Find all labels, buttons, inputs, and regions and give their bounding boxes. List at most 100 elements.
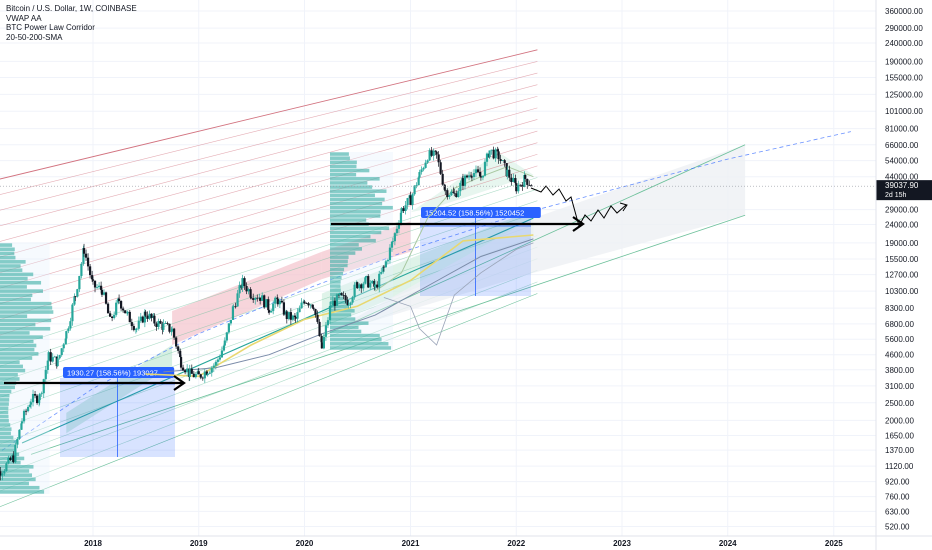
candle-body-289	[504, 160, 506, 163]
candle-body-195	[336, 294, 338, 305]
y-tick-label-21: 4600.00	[885, 351, 914, 360]
volume-profile-2-bin-21	[330, 239, 376, 243]
volume-profile-2-bin-32	[330, 284, 341, 288]
candle-body-199	[342, 295, 344, 296]
candle-body-302	[526, 179, 528, 185]
candle-body-282	[491, 150, 493, 151]
candle-body-212	[365, 276, 367, 277]
legend-indicator-powerlaw[interactable]: BTC Power Law Corridor	[6, 23, 137, 33]
candle-body-233	[402, 208, 404, 211]
volume-profile-2-bin-26	[330, 260, 348, 264]
candle-body-49	[74, 296, 76, 297]
candle-body-64	[101, 290, 103, 295]
candle-body-148	[252, 298, 254, 300]
volume-profile-2-bin-30	[330, 276, 342, 280]
candle-body-188	[323, 337, 325, 349]
y-tick-label-3: 240000.00	[885, 39, 923, 48]
volume-profile-2-bin-40	[330, 317, 355, 321]
volume-profile-1-bg	[0, 243, 50, 494]
candle-body-100	[166, 323, 168, 324]
price-badge-value: 39037.90	[885, 181, 919, 190]
candle-body-235	[407, 198, 409, 205]
candle-body-62	[98, 286, 100, 287]
volume-profile-1-bin-21	[0, 331, 30, 335]
candle-body-81	[133, 326, 135, 330]
candle-body-25	[32, 394, 34, 402]
y-tick-label-28: 1120.00	[885, 462, 914, 471]
candle-body-200	[345, 295, 347, 300]
legend-indicator-sma[interactable]: 20-50-200-SMA	[6, 33, 137, 43]
candle-body-243	[420, 169, 422, 172]
y-tick-label-30: 760.00	[885, 493, 910, 502]
candle-body-203	[349, 303, 351, 305]
candle-body-193	[332, 301, 334, 306]
volume-profile-2-bin-27	[330, 264, 348, 268]
volume-profile-1-bin-34	[0, 386, 15, 390]
candle-body-156	[267, 299, 269, 310]
candle-body-303	[528, 185, 530, 186]
candle-body-262	[455, 193, 457, 197]
y-tick-label-7: 101000.00	[885, 107, 923, 116]
x-tick-label-7: 2025	[825, 539, 843, 548]
volume-profile-1-bin-57	[0, 482, 29, 486]
candle-body-245	[424, 163, 426, 168]
candle-body-51	[78, 276, 80, 289]
candle-body-160	[274, 298, 276, 304]
volume-profile-2-bin-31	[330, 280, 341, 284]
y-tick-label-22: 3800.00	[885, 366, 914, 375]
candle-body-24	[30, 402, 32, 404]
volume-profile-1-bin-1	[0, 247, 15, 251]
candle-body-252	[438, 154, 440, 162]
volume-profile-2-bin-10	[330, 194, 375, 198]
candle-body-130	[221, 351, 223, 358]
candle-body-169	[290, 312, 292, 320]
candle-body-52	[80, 264, 82, 276]
candle-body-88	[144, 312, 146, 316]
candle-body-210	[362, 284, 364, 289]
volume-profile-2-bin-24	[330, 251, 355, 255]
volume-profile-1-bin-46	[0, 436, 13, 440]
candle-body-264	[459, 183, 461, 191]
candle-body-21	[25, 411, 27, 412]
candle-body-244	[422, 168, 424, 170]
legend-indicator-vwap[interactable]: VWAP AA	[6, 14, 137, 24]
candle-body-54	[83, 248, 85, 254]
candle-body-109	[182, 368, 184, 371]
candle-body-45	[67, 328, 69, 331]
candle-body-106	[177, 346, 179, 350]
y-tick-label-17: 10300.00	[885, 287, 919, 296]
candle-body-126	[213, 366, 215, 368]
candle-body-44	[65, 331, 67, 338]
candle-body-42	[63, 344, 65, 348]
y-tick-label-13: 24000.00	[885, 220, 919, 229]
x-tick-label-1: 2019	[190, 539, 208, 548]
candle-body-224	[387, 260, 389, 261]
candle-body-79	[129, 312, 131, 322]
y-tick-label-25: 2000.00	[885, 416, 914, 425]
candle-body-172	[294, 317, 296, 319]
candle-body-121	[204, 372, 206, 379]
volume-profile-1-bin-43	[0, 423, 10, 427]
y-tick-label-15: 15500.00	[885, 255, 919, 264]
volume-profile-1-bin-41	[0, 415, 9, 419]
candle-body-16	[16, 439, 18, 445]
candle-body-139	[236, 293, 238, 306]
candle-body-232	[400, 208, 402, 213]
volume-profile-1-bin-7	[0, 273, 33, 277]
x-tick-label-6: 2024	[719, 539, 737, 548]
volume-profile-2-bin-4	[330, 169, 369, 173]
candle-body-168	[288, 312, 290, 319]
candle-body-271	[471, 177, 473, 178]
candle-body-294	[512, 178, 514, 182]
candle-body-116	[195, 374, 197, 377]
volume-profile-2-bin-0	[330, 152, 349, 156]
volume-profile-1-bin-29	[0, 365, 23, 369]
candle-body-175	[300, 303, 302, 309]
candle-body-76	[124, 310, 126, 313]
candle-body-187	[321, 342, 323, 348]
y-tick-label-19: 6800.00	[885, 320, 914, 329]
y-tick-label-27: 1370.00	[885, 446, 914, 455]
x-tick-label-4: 2022	[507, 539, 525, 548]
candle-body-182	[312, 308, 314, 309]
